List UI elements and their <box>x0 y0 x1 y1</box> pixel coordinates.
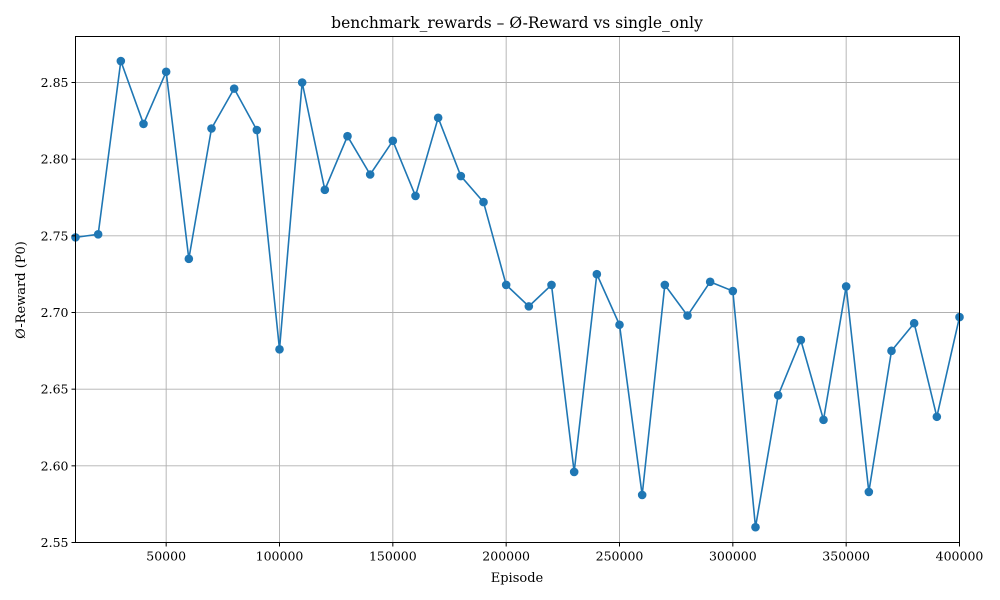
data-point <box>456 171 466 181</box>
y-tick-label: 2.60 <box>41 458 69 473</box>
x-axis-ticks: 50000 100000 150000 200000 250000 300000 35000… <box>146 542 984 564</box>
data-point <box>320 185 330 195</box>
data-point <box>864 487 874 497</box>
data-point <box>819 415 828 425</box>
y-tick-label: 2.55 <box>41 535 69 550</box>
data-point <box>93 230 103 239</box>
y-tick-label: 2.70 <box>41 305 69 320</box>
y-tick-label: 2.75 <box>41 228 69 243</box>
data-point <box>751 522 760 532</box>
chart-title: benchmark_rewards – Ø-Reward vs single_o… <box>331 14 703 32</box>
data-point <box>547 280 556 290</box>
x-tick-label: 150000 <box>369 549 417 564</box>
grid-lines <box>75 36 960 543</box>
y-axis-label: Ø-Reward (P0) <box>14 241 29 339</box>
data-point <box>116 56 126 66</box>
data-point <box>411 191 420 201</box>
data-point <box>229 84 239 93</box>
data-point <box>139 119 148 129</box>
x-tick-label: 50000 <box>146 549 186 564</box>
series-line <box>75 60 961 528</box>
y-tick-label: 2.85 <box>41 75 69 90</box>
plot-frame <box>75 36 960 543</box>
series <box>71 56 964 532</box>
data-point <box>615 320 624 330</box>
y-axis-ticks: 2.55 2.60 2.65 2.70 2.75 2.80 2.85 <box>41 75 76 550</box>
data-point <box>388 136 398 146</box>
y-tick-label: 2.65 <box>41 382 69 397</box>
data-point <box>569 467 579 477</box>
data-point <box>909 318 919 328</box>
data-point <box>728 286 738 296</box>
data-point <box>297 78 307 87</box>
x-tick-label: 200000 <box>482 549 530 564</box>
data-point <box>207 124 216 133</box>
data-point <box>252 125 262 135</box>
data-point <box>705 277 715 287</box>
x-tick-label: 100000 <box>256 549 304 564</box>
data-point <box>887 346 896 356</box>
x-tick-label: 350000 <box>822 549 870 564</box>
x-tick-label: 250000 <box>596 549 644 564</box>
y-tick-label: 2.80 <box>41 152 69 167</box>
data-point <box>796 335 806 345</box>
data-point <box>592 269 602 279</box>
data-point <box>841 282 851 291</box>
data-point <box>524 302 534 311</box>
data-point <box>660 280 670 290</box>
x-tick-label: 300000 <box>709 549 757 564</box>
data-point <box>275 345 284 354</box>
data-point <box>773 391 783 400</box>
x-tick-label: 400000 <box>936 549 984 564</box>
data-point <box>932 412 942 422</box>
data-point <box>365 170 375 179</box>
data-point <box>184 254 194 264</box>
data-point <box>501 280 511 290</box>
data-point <box>343 131 352 141</box>
data-point <box>161 67 171 77</box>
x-axis-label: Episode <box>491 571 544 586</box>
data-point <box>683 311 692 320</box>
data-point <box>637 490 647 500</box>
data-point <box>433 113 443 123</box>
data-point <box>479 197 488 207</box>
